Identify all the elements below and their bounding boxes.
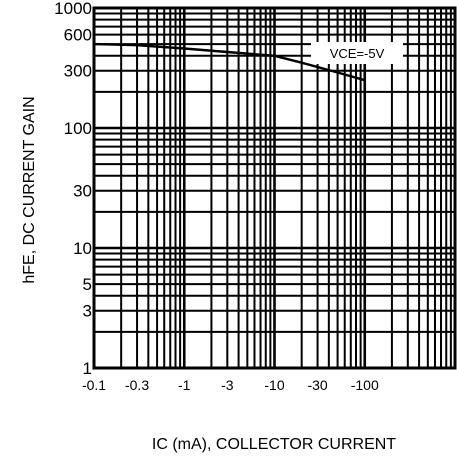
y-tick-label: 3 [83, 302, 92, 321]
y-tick-label: 600 [64, 26, 92, 45]
x-tick-label: -1 [178, 377, 191, 393]
plot-border [92, 6, 457, 370]
x-tick-labels: -0.1 -0.3 -1 -3 -10 -30 -100 [82, 377, 379, 393]
series-layer [93, 42, 366, 82]
y-tick-label: 100 [64, 119, 92, 138]
annotation-text: VCE=-5V [330, 46, 385, 61]
y-tick-label: 5 [83, 275, 92, 294]
series-line [93, 42, 366, 82]
y-tick-label: 1 [83, 359, 92, 378]
y-tick-label: 300 [64, 62, 92, 81]
y-tick-labels: 1000 600 300 100 30 10 5 3 1 [54, 0, 92, 378]
plot-frame [92, 6, 457, 370]
y-tick-label: 30 [73, 182, 92, 201]
x-tick-label: -30 [307, 377, 327, 393]
x-tick-label: -100 [351, 377, 379, 393]
y-tick-label: 1000 [54, 0, 92, 18]
y-tick-label: 10 [73, 239, 92, 258]
x-axis-label: IC (mA), COLLECTOR CURRENT [152, 436, 396, 453]
x-tick-label: -0.1 [82, 377, 106, 393]
y-axis-label: hFE, DC CURRENT GAIN [21, 96, 38, 283]
annotation: VCE=-5V [311, 42, 403, 64]
x-tick-label: -10 [264, 377, 284, 393]
x-tick-label: -3 [221, 377, 234, 393]
annotation-box [311, 42, 403, 64]
x-tick-label: -0.3 [125, 377, 149, 393]
grid [92, 8, 455, 370]
